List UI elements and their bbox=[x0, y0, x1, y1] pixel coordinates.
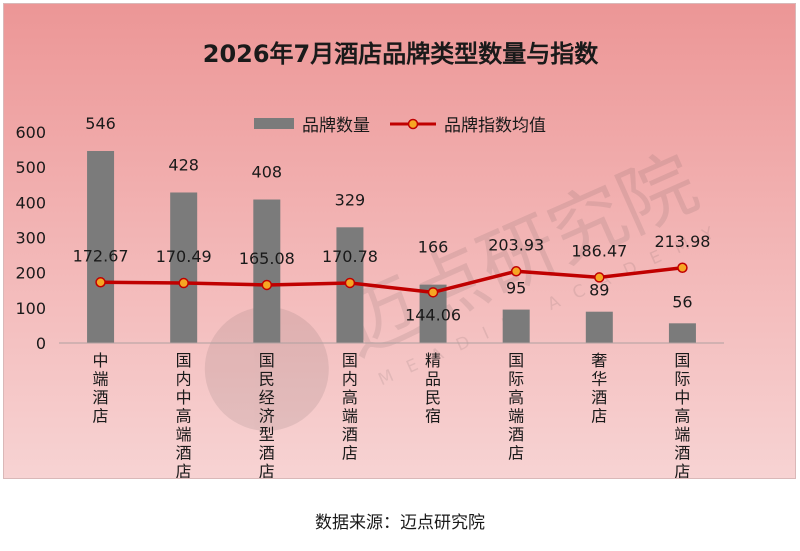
x-tick-label: 国内中高端酒店 bbox=[176, 351, 192, 479]
bar-data-label: 166 bbox=[418, 238, 449, 257]
line-data-label: 186.47 bbox=[571, 241, 627, 260]
y-tick-label: 0 bbox=[36, 334, 46, 353]
line-data-label: 170.78 bbox=[322, 247, 378, 266]
legend-label-line: 品牌指数均值 bbox=[444, 116, 546, 136]
line-data-label: 170.49 bbox=[156, 247, 212, 266]
legend-item-bars: 品牌数量 bbox=[254, 111, 370, 136]
legend-item-line: 品牌指数均值 bbox=[390, 111, 546, 136]
chart-title: 2026年7月酒店品牌类型数量与指数 bbox=[202, 40, 599, 68]
x-tick-label: 精品民宿 bbox=[425, 351, 441, 426]
bar bbox=[668, 323, 696, 343]
bar-data-label: 95 bbox=[506, 279, 526, 298]
x-tick-label: 奢华酒店 bbox=[591, 351, 607, 426]
y-tick-label: 300 bbox=[15, 229, 46, 248]
line-point bbox=[427, 287, 439, 298]
y-tick-label: 500 bbox=[15, 158, 46, 177]
bar-data-label: 329 bbox=[335, 190, 366, 209]
bar bbox=[502, 309, 530, 343]
line-point bbox=[344, 277, 356, 289]
x-tick-label: 国际中高端酒店 bbox=[674, 351, 690, 479]
y-tick-label: 100 bbox=[15, 299, 46, 318]
line-point bbox=[261, 279, 273, 291]
chart-plot: 0 100 200 300 400 500 600 546 428 408 329 166 95 89 56… bbox=[15, 114, 724, 479]
line-data-label: 203.93 bbox=[488, 235, 544, 254]
y-tick-label: 200 bbox=[15, 264, 46, 283]
line-data-label: 144.06 bbox=[405, 305, 461, 324]
line-point bbox=[95, 277, 106, 288]
bar bbox=[253, 199, 281, 343]
bar bbox=[87, 150, 115, 343]
line-data-label: 172.67 bbox=[73, 246, 129, 265]
bar-data-label: 56 bbox=[672, 292, 692, 311]
source-note: 数据来源：迈点研究院 bbox=[315, 513, 485, 533]
line-point bbox=[677, 262, 688, 274]
legend-bar-swatch bbox=[254, 118, 294, 129]
line-point bbox=[594, 272, 605, 283]
chart-legend: 品牌数量 品牌指数均值 bbox=[254, 111, 566, 136]
y-tick-label: 400 bbox=[15, 193, 46, 212]
bar bbox=[585, 311, 613, 343]
line-data-label: 165.08 bbox=[239, 249, 295, 268]
x-tick-label: 国际高端酒店 bbox=[508, 351, 524, 463]
line-series-path bbox=[100, 266, 683, 295]
bar bbox=[170, 192, 198, 343]
bar-data-label: 546 bbox=[85, 114, 116, 133]
legend-line-swatch bbox=[390, 118, 436, 129]
x-tick-label: 国内高端酒店 bbox=[342, 351, 358, 463]
line-point bbox=[510, 266, 522, 277]
y-tick-label: 600 bbox=[15, 123, 46, 142]
legend-label-bars: 品牌数量 bbox=[302, 116, 370, 136]
chart-frame: 迈点研究院 MEADIN ACADEMY 2026年7月酒店品牌类型数量与指数 … bbox=[3, 3, 796, 479]
bar-data-label: 428 bbox=[168, 155, 199, 174]
x-tick-label: 国民经济型酒店 bbox=[259, 351, 275, 479]
bar-data-label: 89 bbox=[589, 281, 609, 300]
line-point bbox=[178, 277, 189, 289]
line-data-label: 213.98 bbox=[654, 232, 710, 251]
bar-data-label: 408 bbox=[252, 163, 283, 182]
x-tick-label: 中端酒店 bbox=[93, 351, 109, 426]
